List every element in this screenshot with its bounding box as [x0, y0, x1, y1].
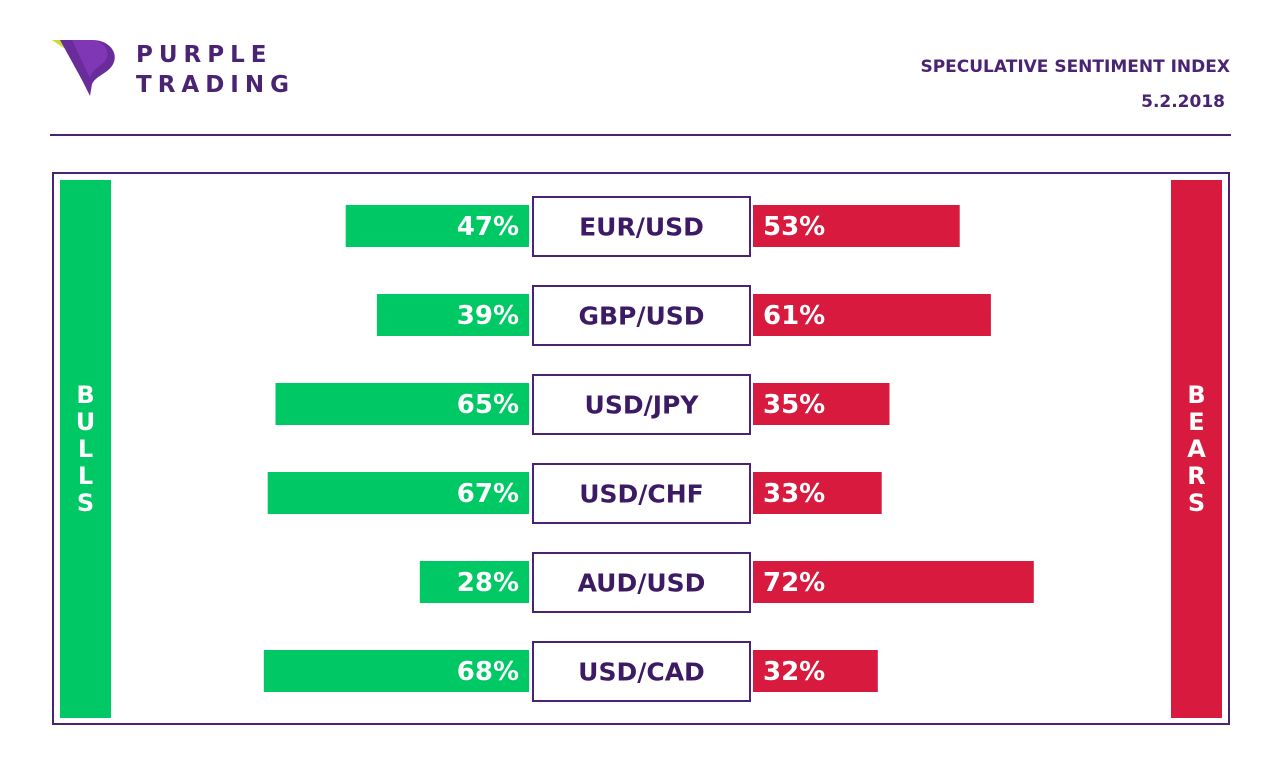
bear-bar	[753, 205, 960, 247]
brand-line-1: PURPLE	[136, 42, 273, 68]
pair-box	[532, 285, 751, 346]
brand-name: PURPLE TRADING	[136, 40, 295, 100]
bear-bar	[753, 650, 878, 692]
bull-value-label: 39%	[457, 301, 519, 331]
bull-value-label: 68%	[457, 657, 519, 687]
chart-frame	[52, 172, 1230, 725]
bull-bar	[376, 294, 529, 336]
bear-bar	[753, 472, 882, 514]
pair-box	[532, 196, 751, 257]
bears-legend-bar: BEARS	[1171, 180, 1222, 718]
header-divider	[50, 134, 1231, 136]
bear-bar	[753, 383, 890, 425]
bears-legend-label: BEARS	[1187, 380, 1206, 517]
bull-bar	[263, 650, 529, 692]
bear-value-label: 72%	[763, 568, 825, 598]
bull-value-label: 67%	[457, 479, 519, 509]
bull-bar	[267, 472, 529, 514]
bear-value-label: 53%	[763, 212, 825, 242]
pair-box	[532, 552, 751, 613]
bear-value-label: 33%	[763, 479, 825, 509]
pair-box	[532, 641, 751, 702]
bear-value-label: 32%	[763, 657, 825, 687]
currency-pair-label: GBP/USD	[578, 302, 704, 331]
report-date: 5.2.2018	[1141, 92, 1225, 112]
bull-bar	[419, 561, 529, 603]
pair-box	[532, 463, 751, 524]
brand-line-2: TRADING	[136, 72, 295, 98]
bull-value-label: 47%	[457, 212, 519, 242]
currency-pair-label: EUR/USD	[579, 213, 704, 242]
currency-pair-label: AUD/USD	[578, 569, 706, 598]
bear-value-label: 35%	[763, 390, 825, 420]
currency-pair-label: USD/CAD	[578, 658, 705, 687]
page-title: SPECULATIVE SENTIMENT INDEX	[920, 57, 1230, 77]
bear-bar	[753, 294, 991, 336]
purple-trading-logo-icon	[52, 40, 115, 96]
currency-pair-label: USD/CHF	[579, 480, 704, 509]
bear-value-label: 61%	[763, 301, 825, 331]
bulls-legend-bar: BULLS	[60, 180, 111, 718]
bull-value-label: 28%	[457, 568, 519, 598]
bull-bar	[275, 383, 529, 425]
bulls-legend-label: BULLS	[75, 380, 96, 517]
bear-bar	[753, 561, 1034, 603]
currency-pair-label: USD/JPY	[585, 391, 700, 420]
bull-bar	[345, 205, 529, 247]
bull-value-label: 65%	[457, 390, 519, 420]
pair-box	[532, 374, 751, 435]
